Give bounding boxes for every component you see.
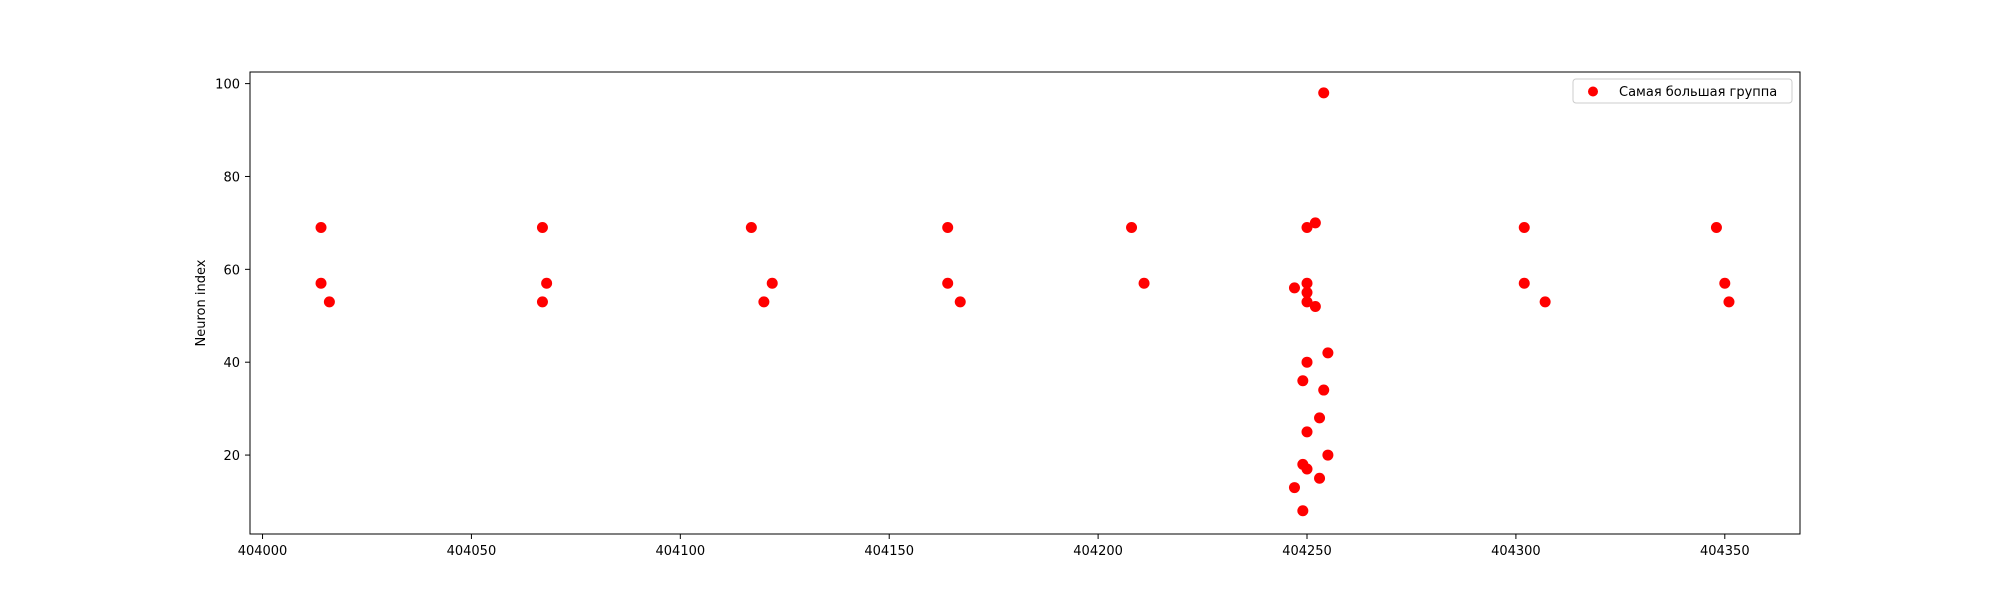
data-point (1301, 356, 1313, 368)
plot-area-frame (249, 71, 1801, 535)
data-point (315, 277, 327, 289)
data-point (1723, 296, 1735, 308)
data-point (758, 296, 770, 308)
data-point (315, 222, 327, 234)
x-tick-label: 404100 (656, 544, 706, 559)
legend-label: Самая большая группа (1619, 85, 1777, 100)
data-point (1309, 217, 1321, 229)
data-point (1314, 412, 1326, 424)
y-tick-label: 80 (223, 170, 240, 185)
data-point (1309, 300, 1321, 312)
data-point (1288, 482, 1300, 494)
y-tick-label: 20 (223, 449, 240, 464)
x-axis-ticks: 404000 404050 404100 404150 404200 404250 4043… (238, 534, 1750, 559)
y-axis-ticks: 20 40 60 80 100 (215, 78, 250, 464)
data-point (1518, 222, 1530, 234)
data-point (745, 222, 757, 234)
data-point (1710, 222, 1722, 234)
x-tick-label: 404300 (1491, 544, 1541, 559)
data-point (1318, 384, 1330, 396)
data-points (315, 87, 1735, 517)
data-point (323, 296, 335, 308)
data-point (1301, 287, 1313, 299)
data-point (766, 277, 778, 289)
y-tick-label: 40 (223, 356, 240, 371)
data-point (541, 277, 553, 289)
data-point (1301, 426, 1313, 438)
data-point (1288, 282, 1300, 294)
data-point (1301, 277, 1313, 289)
x-tick-label: 404150 (864, 544, 914, 559)
data-point (1126, 222, 1138, 234)
y-tick-label: 60 (223, 263, 240, 278)
y-tick-label: 100 (215, 78, 240, 93)
x-tick-label: 404350 (1700, 544, 1750, 559)
data-point (1301, 296, 1313, 308)
data-point (1322, 347, 1334, 359)
data-point (1297, 375, 1309, 387)
data-point (536, 296, 548, 308)
data-point (1322, 449, 1334, 461)
data-point (942, 277, 954, 289)
data-point (1719, 277, 1731, 289)
data-point (1518, 277, 1530, 289)
data-point (1301, 222, 1313, 234)
data-point (954, 296, 966, 308)
data-point (1301, 463, 1313, 475)
data-point (1539, 296, 1551, 308)
data-point (1297, 505, 1309, 517)
y-axis-label: Neuron index (194, 259, 209, 346)
data-point (1138, 277, 1150, 289)
x-tick-label: 404200 (1073, 544, 1123, 559)
data-point (942, 222, 954, 234)
legend-box (1572, 78, 1793, 104)
x-tick-label: 404250 (1282, 544, 1332, 559)
legend: Самая большая группа (1572, 78, 1793, 104)
data-point (536, 222, 548, 234)
data-point (1318, 87, 1330, 99)
x-tick-label: 404000 (238, 544, 288, 559)
x-tick-label: 404050 (447, 544, 497, 559)
data-point (1314, 472, 1326, 484)
legend-marker (1588, 86, 1598, 97)
